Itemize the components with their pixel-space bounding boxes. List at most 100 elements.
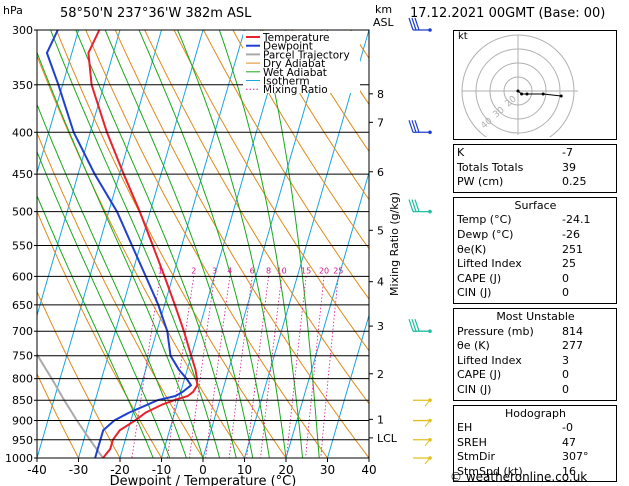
x-tick-label: 0 (199, 463, 207, 477)
hodograph-ring-label: 20 (504, 94, 519, 109)
hodograph-box: 40 30 20 kt (453, 30, 617, 140)
unstable-row-label: CAPE (J) (457, 368, 502, 382)
km-tick-label: 5 (377, 224, 384, 237)
hodo_table-row-value: 307° (562, 450, 589, 464)
x-tick-label: -10 (152, 463, 172, 477)
dry-adiabat-line (232, 30, 369, 250)
mixing-ratio-line (205, 276, 231, 458)
unstable-box: Most Unstable Pressure (mb) 814 θe (K) 277 L… (453, 307, 617, 401)
legend-label: Wet Adiabat (263, 67, 327, 79)
dry-adiabat-line (55, 30, 287, 458)
hodograph-point (525, 92, 529, 96)
km-tick-label: 2 (377, 368, 384, 381)
unstable-row: CAPE (J) 0 (457, 368, 614, 383)
mixing-ratio-line (189, 276, 215, 458)
hodo_table-row: StmDir 307° (457, 450, 614, 465)
legend-label: Parcel Trajectory (263, 49, 350, 61)
unstable-row-value: 0 (562, 382, 569, 396)
hodo_table-row: SREH 47 (457, 436, 614, 451)
isotherm-line (202, 30, 328, 458)
isotherm-line (161, 30, 287, 458)
x-tick-label: -30 (69, 463, 89, 477)
pressure-tick-label: 950 (12, 434, 33, 447)
x-tick-label: -40 (27, 463, 47, 477)
hodo_table-row-value: 16 (562, 464, 576, 478)
dewpoint-line (45, 30, 193, 458)
wind-barb-feather (424, 399, 431, 407)
wind-barb-feather (411, 120, 417, 133)
indices-row-value: 0.25 (562, 175, 587, 189)
legend-label: Isotherm (263, 76, 310, 88)
km-tick-label: 6 (377, 166, 384, 179)
hodograph-point (541, 92, 545, 96)
hodo-table-title: Hodograph (505, 406, 566, 420)
isotherm-line (285, 170, 369, 458)
hodo_table-row-label: StmSpd (kt) (457, 464, 523, 478)
surface-row-label: Lifted Index (457, 257, 522, 271)
side-panel: 40 30 20 kt K -7 Totals Totals 39 PW (cm) 0.25 … (453, 30, 617, 486)
unstable-row: Pressure (mb) 814 (457, 325, 614, 340)
surface-row-value: 251 (562, 242, 583, 256)
wind-barb-dot (428, 209, 432, 214)
surface-row-value: -26 (562, 227, 580, 241)
legend-label: Mixing Ratio (263, 84, 328, 96)
indices-row-value: -7 (562, 146, 573, 159)
hodograph-ring-label: 30 (492, 105, 507, 120)
pressure-tick-label: 650 (12, 299, 33, 312)
wind-barb-dot (428, 329, 432, 334)
indices-row-label: K (457, 146, 465, 159)
asl-label: ASL (373, 16, 394, 29)
wind-barb-feather (424, 457, 431, 465)
unstable-row-value: 0 (562, 368, 569, 382)
pressure-tick-label: 800 (12, 373, 33, 386)
surface-title: Surface (514, 198, 557, 212)
unstable-row-value: 3 (562, 353, 569, 367)
hodo_table-row-value: 47 (562, 435, 576, 449)
surface-row: CAPE (J) 0 (457, 272, 614, 287)
indices-rows: K -7 Totals Totals 39 PW (cm) 0.25 (457, 146, 614, 190)
isotherm-line (37, 30, 162, 458)
km-tick-label: 8 (377, 88, 384, 101)
wind-barb-dot (428, 28, 432, 32)
hodo_table-row: EH -0 (457, 421, 614, 436)
mixing-ratio-label: 6 (250, 266, 255, 275)
surface-row-label: CIN (J) (457, 286, 492, 300)
mixing-ratio-label: 2 (191, 266, 196, 275)
pressure-tick-label: 400 (12, 126, 33, 139)
isotherm-line (78, 30, 204, 458)
legend-box (243, 31, 360, 93)
isotherm-line (327, 313, 369, 458)
hodo_table-row-label: SREH (457, 435, 487, 449)
surface-row-label: θe(K) (457, 242, 487, 256)
surface-row: Temp (°C) -24.1 (457, 213, 614, 228)
wind-barb-feather (411, 199, 417, 212)
wind-barb-feather (414, 199, 420, 212)
wind-barb-feather (408, 319, 414, 332)
unstable-row-value: 277 (562, 339, 583, 353)
wind-barb-feather (408, 199, 414, 212)
mixing-ratio-line (305, 276, 325, 458)
wind-barb-feather (408, 17, 414, 31)
surface-row: Lifted Index 25 (457, 257, 614, 272)
km-tick-label: 7 (377, 116, 384, 129)
x-tick-label: 40 (361, 463, 376, 477)
pressure-tick-label: 550 (12, 239, 33, 252)
surface-row-label: CAPE (J) (457, 271, 502, 285)
surface-row: θe(K) 251 (457, 243, 614, 258)
unstable-row: θe (K) 277 (457, 339, 614, 354)
datetime-title: 17.12.2021 00GMT (Base: 00) (410, 6, 606, 21)
mixing-ratio-label: 3 (212, 266, 217, 275)
mixing-ratio-line (167, 276, 195, 458)
km-tick-label: 1 (377, 413, 384, 426)
mixing-ratio-axis-label: Mixing Ratio (g/kg) (388, 192, 401, 296)
copyright-text[interactable]: © weatheronline.co.uk (450, 470, 588, 484)
legend-label: Dry Adiabat (263, 58, 325, 70)
legend-label: Temperature (262, 32, 330, 44)
location-title: 58°50'N 237°36'W 382m ASL (60, 6, 252, 21)
wind-barb-feather (414, 17, 420, 31)
surface-row-value: 0 (562, 286, 569, 300)
wind-barb-feather (424, 439, 431, 447)
x-tick-label: 20 (278, 463, 293, 477)
